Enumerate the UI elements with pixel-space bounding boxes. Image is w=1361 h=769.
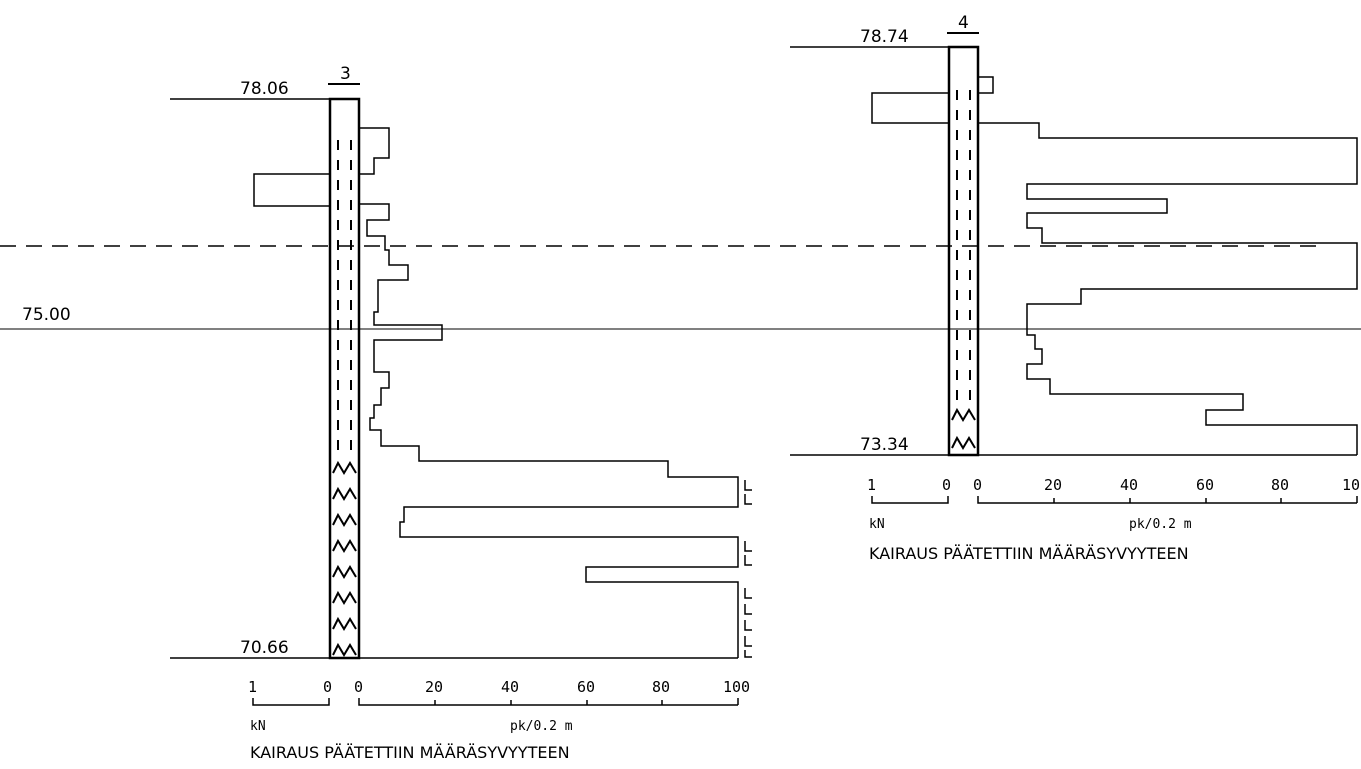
borehole-4-pk-unit: pk/0.2 m xyxy=(1129,517,1192,532)
borehole-3-zigzags xyxy=(332,460,357,657)
borehole-3: 3 78.06 70.66 xyxy=(170,64,752,762)
borehole-3-limit-markers xyxy=(744,480,752,658)
borehole-3-kn-tick-1: 1 xyxy=(248,678,257,696)
borehole-4-pk-tick-40: 40 xyxy=(1120,476,1138,494)
borehole-4-pk-tick-60: 60 xyxy=(1196,476,1214,494)
borehole-4-zigzags xyxy=(951,407,976,450)
borehole-4-note: KAIRAUS PÄÄTETTIIN MÄÄRÄSYVYYTEEN xyxy=(869,544,1189,563)
borehole-3-kn-tick-0: 0 xyxy=(323,678,332,696)
borehole-3-column-dashes xyxy=(337,140,352,458)
borehole-3-top-elevation: 78.06 xyxy=(240,79,289,99)
borehole-4-id: 4 xyxy=(958,13,969,33)
borehole-3-bottom-elevation: 70.66 xyxy=(240,638,289,658)
borehole-4-axes xyxy=(871,496,1358,504)
borehole-3-id: 3 xyxy=(340,64,351,84)
borehole-3-pk-tick-60: 60 xyxy=(577,678,595,696)
borehole-4-profile xyxy=(871,76,1358,455)
borehole-4-pk-tick-0: 0 xyxy=(973,476,982,494)
borehole-3-pk-unit: pk/0.2 m xyxy=(510,719,573,734)
borehole-3-pk-tick-0: 0 xyxy=(354,678,363,696)
borehole-3-profile xyxy=(253,127,739,658)
borehole-3-pk-tick-100: 100 xyxy=(723,678,750,696)
borehole-4-pk-tick-10: 10 xyxy=(1342,476,1360,494)
borehole-3-column xyxy=(328,97,361,660)
borehole-3-kn-unit: kN xyxy=(250,719,266,734)
borehole-4-column xyxy=(947,45,980,457)
reference-elevation-label: 75.00 xyxy=(22,305,71,325)
borehole-4-kn-tick-1: 1 xyxy=(867,476,876,494)
borehole-4-bottom-elevation: 73.34 xyxy=(860,435,909,455)
borehole-3-pk-tick-40: 40 xyxy=(501,678,519,696)
borehole-3-note: KAIRAUS PÄÄTETTIIN MÄÄRÄSYVYYTEEN xyxy=(250,743,570,762)
borehole-4-column-dashes xyxy=(956,90,971,406)
borehole-4-top-elevation: 78.74 xyxy=(860,27,909,47)
borehole-4-kn-tick-0: 0 xyxy=(942,476,951,494)
borehole-4-kn-unit: kN xyxy=(869,517,885,532)
borehole-4-pk-tick-80: 80 xyxy=(1271,476,1289,494)
borehole-3-axes xyxy=(252,698,739,706)
borehole-3-pk-tick-20: 20 xyxy=(425,678,443,696)
borehole-4: 4 78.74 73.34 1 0 0 20 40 60 80 xyxy=(790,13,1360,563)
borehole-3-pk-tick-80: 80 xyxy=(652,678,670,696)
borehole-4-pk-tick-20: 20 xyxy=(1044,476,1062,494)
